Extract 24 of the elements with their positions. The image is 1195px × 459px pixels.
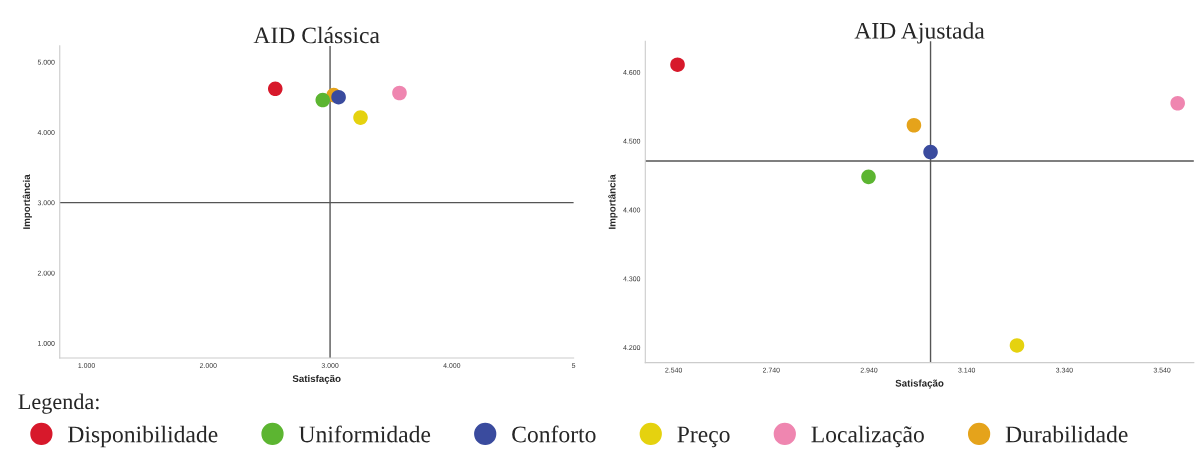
x-axis-title: Satisfação [292, 374, 341, 384]
point [315, 92, 331, 108]
legend-label: Uniformidade [298, 425, 431, 443]
point [1170, 95, 1185, 111]
point [923, 144, 938, 160]
point [1009, 338, 1025, 353]
point [670, 57, 685, 72]
point [392, 85, 407, 101]
point [906, 117, 922, 133]
legend-label: Disponibilidade [68, 425, 218, 448]
x-axis-title: Satisfação [895, 379, 944, 389]
point [353, 110, 368, 125]
chart-title: AID Ajustada [854, 22, 985, 44]
chart-title: AID Clássica [253, 26, 380, 44]
y-axis-title: Importância [22, 174, 32, 229]
legend-label: Durabilidade [1005, 425, 1128, 443]
point [331, 89, 346, 105]
y-axis-title: Importância [608, 174, 618, 229]
legend-label: Preço [677, 426, 730, 448]
legend-label: Conforto [512, 425, 596, 443]
legend-label: Localização [811, 425, 924, 448]
point [861, 169, 876, 185]
point [267, 81, 283, 97]
legend-title: Legenda: [18, 393, 99, 414]
